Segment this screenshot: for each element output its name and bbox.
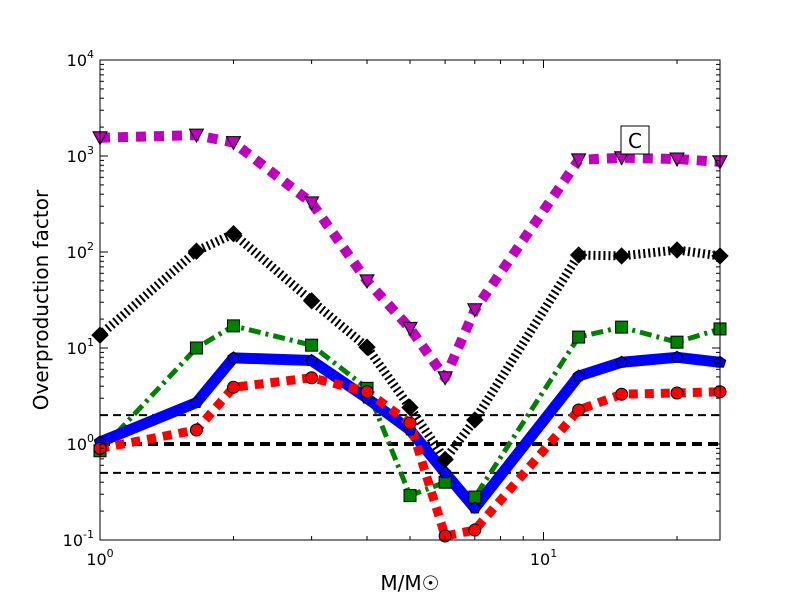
- marker-magenta: [466, 303, 483, 318]
- marker-black: [668, 241, 686, 259]
- marker-black: [569, 246, 588, 264]
- marker-green: [227, 319, 241, 333]
- marker-red: [615, 387, 629, 401]
- y-axis-label: Overproduction factor: [29, 189, 53, 410]
- x-tick-label: 100: [86, 547, 113, 569]
- marker-black: [612, 247, 631, 265]
- marker-blue: [670, 350, 684, 363]
- marker-blue: [190, 395, 203, 408]
- marker-red: [403, 416, 417, 430]
- y-tick-label: 104: [67, 48, 94, 70]
- marker-magenta: [402, 321, 418, 337]
- marker-blue: [468, 501, 482, 514]
- marker-magenta: [437, 371, 453, 386]
- reference-lines: [100, 414, 720, 474]
- marker-black: [302, 292, 321, 310]
- markers-layer: [91, 128, 729, 543]
- series-line-blue: [100, 351, 720, 514]
- marker-blue: [615, 355, 628, 368]
- marker-magenta: [359, 274, 375, 289]
- marker-green: [615, 320, 629, 334]
- marker-magenta: [570, 153, 587, 168]
- y-tick-label: 103: [67, 144, 94, 166]
- y-tick-label: 102: [67, 240, 94, 262]
- x-axis-label: M/M☉: [380, 571, 439, 595]
- series-line-magenta: [100, 130, 720, 383]
- marker-black: [401, 398, 419, 417]
- marker-magenta: [303, 196, 320, 211]
- marker-green: [189, 341, 203, 355]
- marker-red: [305, 371, 319, 385]
- marker-black: [187, 242, 206, 260]
- marker-red: [468, 523, 482, 537]
- marker-green: [403, 489, 417, 503]
- panel-label-box: C: [620, 125, 650, 155]
- marker-magenta: [188, 128, 205, 144]
- marker-magenta: [225, 136, 242, 151]
- y-tick-label: 10-1: [63, 528, 94, 550]
- marker-red: [360, 385, 374, 399]
- marker-green: [468, 490, 482, 504]
- marker-green: [670, 335, 684, 349]
- marker-black: [358, 338, 376, 356]
- y-tick-label: 101: [67, 336, 94, 358]
- x-tick-label: 101: [530, 547, 557, 569]
- marker-red: [572, 403, 586, 417]
- marker-blue: [572, 369, 585, 382]
- marker-black: [466, 411, 484, 429]
- marker-green: [572, 330, 586, 344]
- panel-label: C: [628, 129, 642, 153]
- marker-red: [189, 423, 203, 437]
- series-line-red: [100, 373, 720, 540]
- marker-blue: [227, 351, 240, 364]
- marker-red: [670, 386, 684, 400]
- marker-red: [227, 380, 241, 394]
- marker-blue: [305, 353, 318, 366]
- marker-green: [305, 338, 319, 352]
- marker-blue: [438, 466, 452, 479]
- y-tick-label: 100: [67, 432, 94, 454]
- marker-black: [224, 225, 243, 243]
- marker-magenta: [669, 152, 685, 168]
